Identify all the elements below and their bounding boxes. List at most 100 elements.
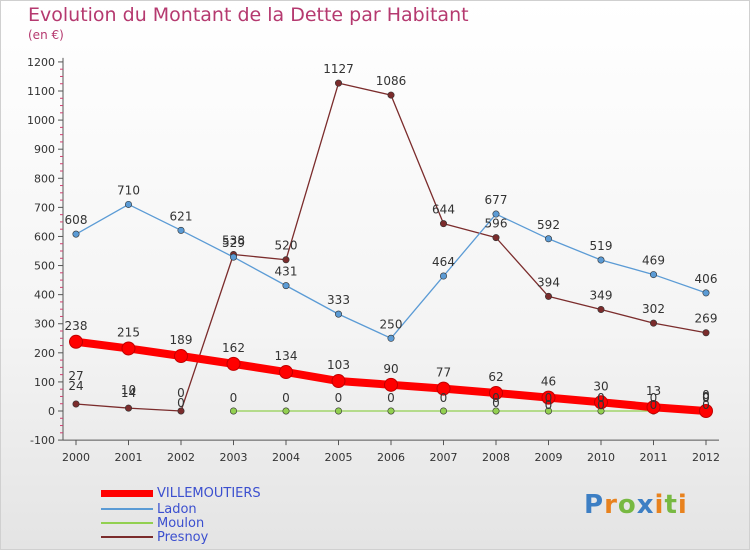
data-label-ladon: 333 [327,293,350,307]
x-tick-label: 2003 [220,451,248,464]
data-point-moulon [439,407,447,415]
data-label-presnoy: 1127 [323,62,354,76]
data-point-villemoutiers [279,365,293,380]
data-label-moulon: 0 [492,391,500,405]
data-label-ladon: 710 [117,183,140,197]
chart-subtitle: (en €) [28,28,64,42]
data-label-extra: 0 [650,398,658,412]
legend-item-presnoy: Presnoy [101,529,209,545]
logo-letter: o [617,490,637,520]
data-label-villemoutiers: 13 [646,384,661,398]
data-label-moulon: 0 [282,391,290,405]
data-label-moulon: 0 [335,391,343,405]
y-tick-label: 900 [34,143,55,156]
data-label-moulon: 0 [650,391,658,405]
legend-item-villemoutiers: VILLEMOUTIERS [101,485,261,501]
data-point-villemoutiers [646,400,661,415]
data-label-villemoutiers: 103 [327,358,350,372]
data-label-ladon: 529 [222,236,245,250]
data-point-villemoutiers [594,395,608,410]
data-point-moulon [492,407,500,415]
data-label-ladon: 469 [642,254,665,268]
logo-letter: P [584,490,605,520]
data-point-presnoy [597,305,605,313]
data-label-extra: 0 [597,398,605,412]
data-point-ladon [230,253,238,261]
data-point-ladon [702,289,710,297]
x-tick-label: 2000 [62,451,90,464]
legend-swatch-villemoutiers [101,489,153,497]
legend-item-moulon: Moulon [101,515,205,531]
data-point-ladon [649,271,657,279]
data-label-ladon: 608 [65,213,88,227]
data-point-presnoy [334,79,342,87]
data-point-presnoy [125,404,133,412]
data-point-ladon [72,230,80,238]
y-tick-label: 600 [34,230,55,243]
data-label-presnoy: 644 [432,203,455,217]
data-label-villemoutiers: 162 [222,341,245,355]
data-label-extra: 0 [545,398,553,412]
data-point-ladon [282,282,290,290]
data-label-ladon: 677 [485,193,508,207]
data-label-presnoy: 269 [695,312,718,326]
x-tick-label: 2008 [482,451,510,464]
data-label-villemoutiers: 62 [488,370,503,384]
x-tick-label: 2004 [272,451,300,464]
data-label-extra: 27 [68,369,83,383]
data-point-villemoutiers [226,356,241,371]
legend-label-presnoy: Presnoy [157,529,209,545]
data-point-moulon [544,407,552,415]
data-label-villemoutiers: 46 [541,375,556,389]
data-label-moulon: 0 [597,391,605,405]
legend-item-ladon: Ladon [101,502,197,517]
data-label-presnoy: 24 [68,379,83,393]
data-label-ladon: 431 [275,265,298,279]
data-label-villemoutiers: 90 [383,362,398,376]
y-tick-label: 100 [34,376,55,389]
data-label-ladon: 621 [170,209,193,223]
x-tick-label: 2007 [430,451,458,464]
data-label-presnoy: 596 [485,217,508,231]
data-label-villemoutiers: 189 [170,333,193,347]
data-label-extra: 0 [702,398,710,412]
data-label-presnoy: 302 [642,302,665,316]
data-point-villemoutiers [384,377,398,392]
data-label-presnoy: 394 [537,275,560,289]
data-label-extra: 0 [492,396,500,410]
data-point-ladon [492,210,500,218]
legend-label-moulon: Moulon [157,515,205,531]
data-label-moulon: 0 [440,391,448,405]
proxiti-logo: Proxiti [584,490,688,520]
data-point-villemoutiers [436,381,451,396]
data-point-villemoutiers [174,349,188,364]
x-tick-label: 2010 [587,451,615,464]
legend-label-villemoutiers: VILLEMOUTIERS [157,485,261,501]
y-tick-label: 1100 [27,85,55,98]
data-label-moulon: 0 [387,391,395,405]
y-tick-label: 700 [34,201,55,214]
data-point-presnoy [72,400,80,408]
x-tick-label: 2002 [167,451,195,464]
y-tick-label: 500 [34,260,55,273]
x-tick-label: 2011 [640,451,668,464]
data-label-extra: 14 [121,386,136,400]
data-point-ladon [387,334,395,342]
data-label-extra: 0 [702,390,710,404]
data-point-moulon [282,407,290,415]
logo-letter: r [604,490,618,520]
data-point-presnoy [177,407,185,415]
data-label-moulon: 0 [702,391,710,405]
data-label-presnoy: 0 [177,386,185,400]
x-tick-label: 2001 [115,451,143,464]
data-label-ladon: 464 [432,255,455,269]
data-label-villemoutiers: 238 [65,319,88,333]
data-label-villemoutiers: 215 [117,325,140,339]
data-label-villemoutiers: 0 [702,388,710,402]
data-point-ladon [125,200,133,208]
data-label-moulon: 0 [230,391,238,405]
data-label-ladon: 519 [590,239,613,253]
y-tick-label: 0 [48,405,55,418]
